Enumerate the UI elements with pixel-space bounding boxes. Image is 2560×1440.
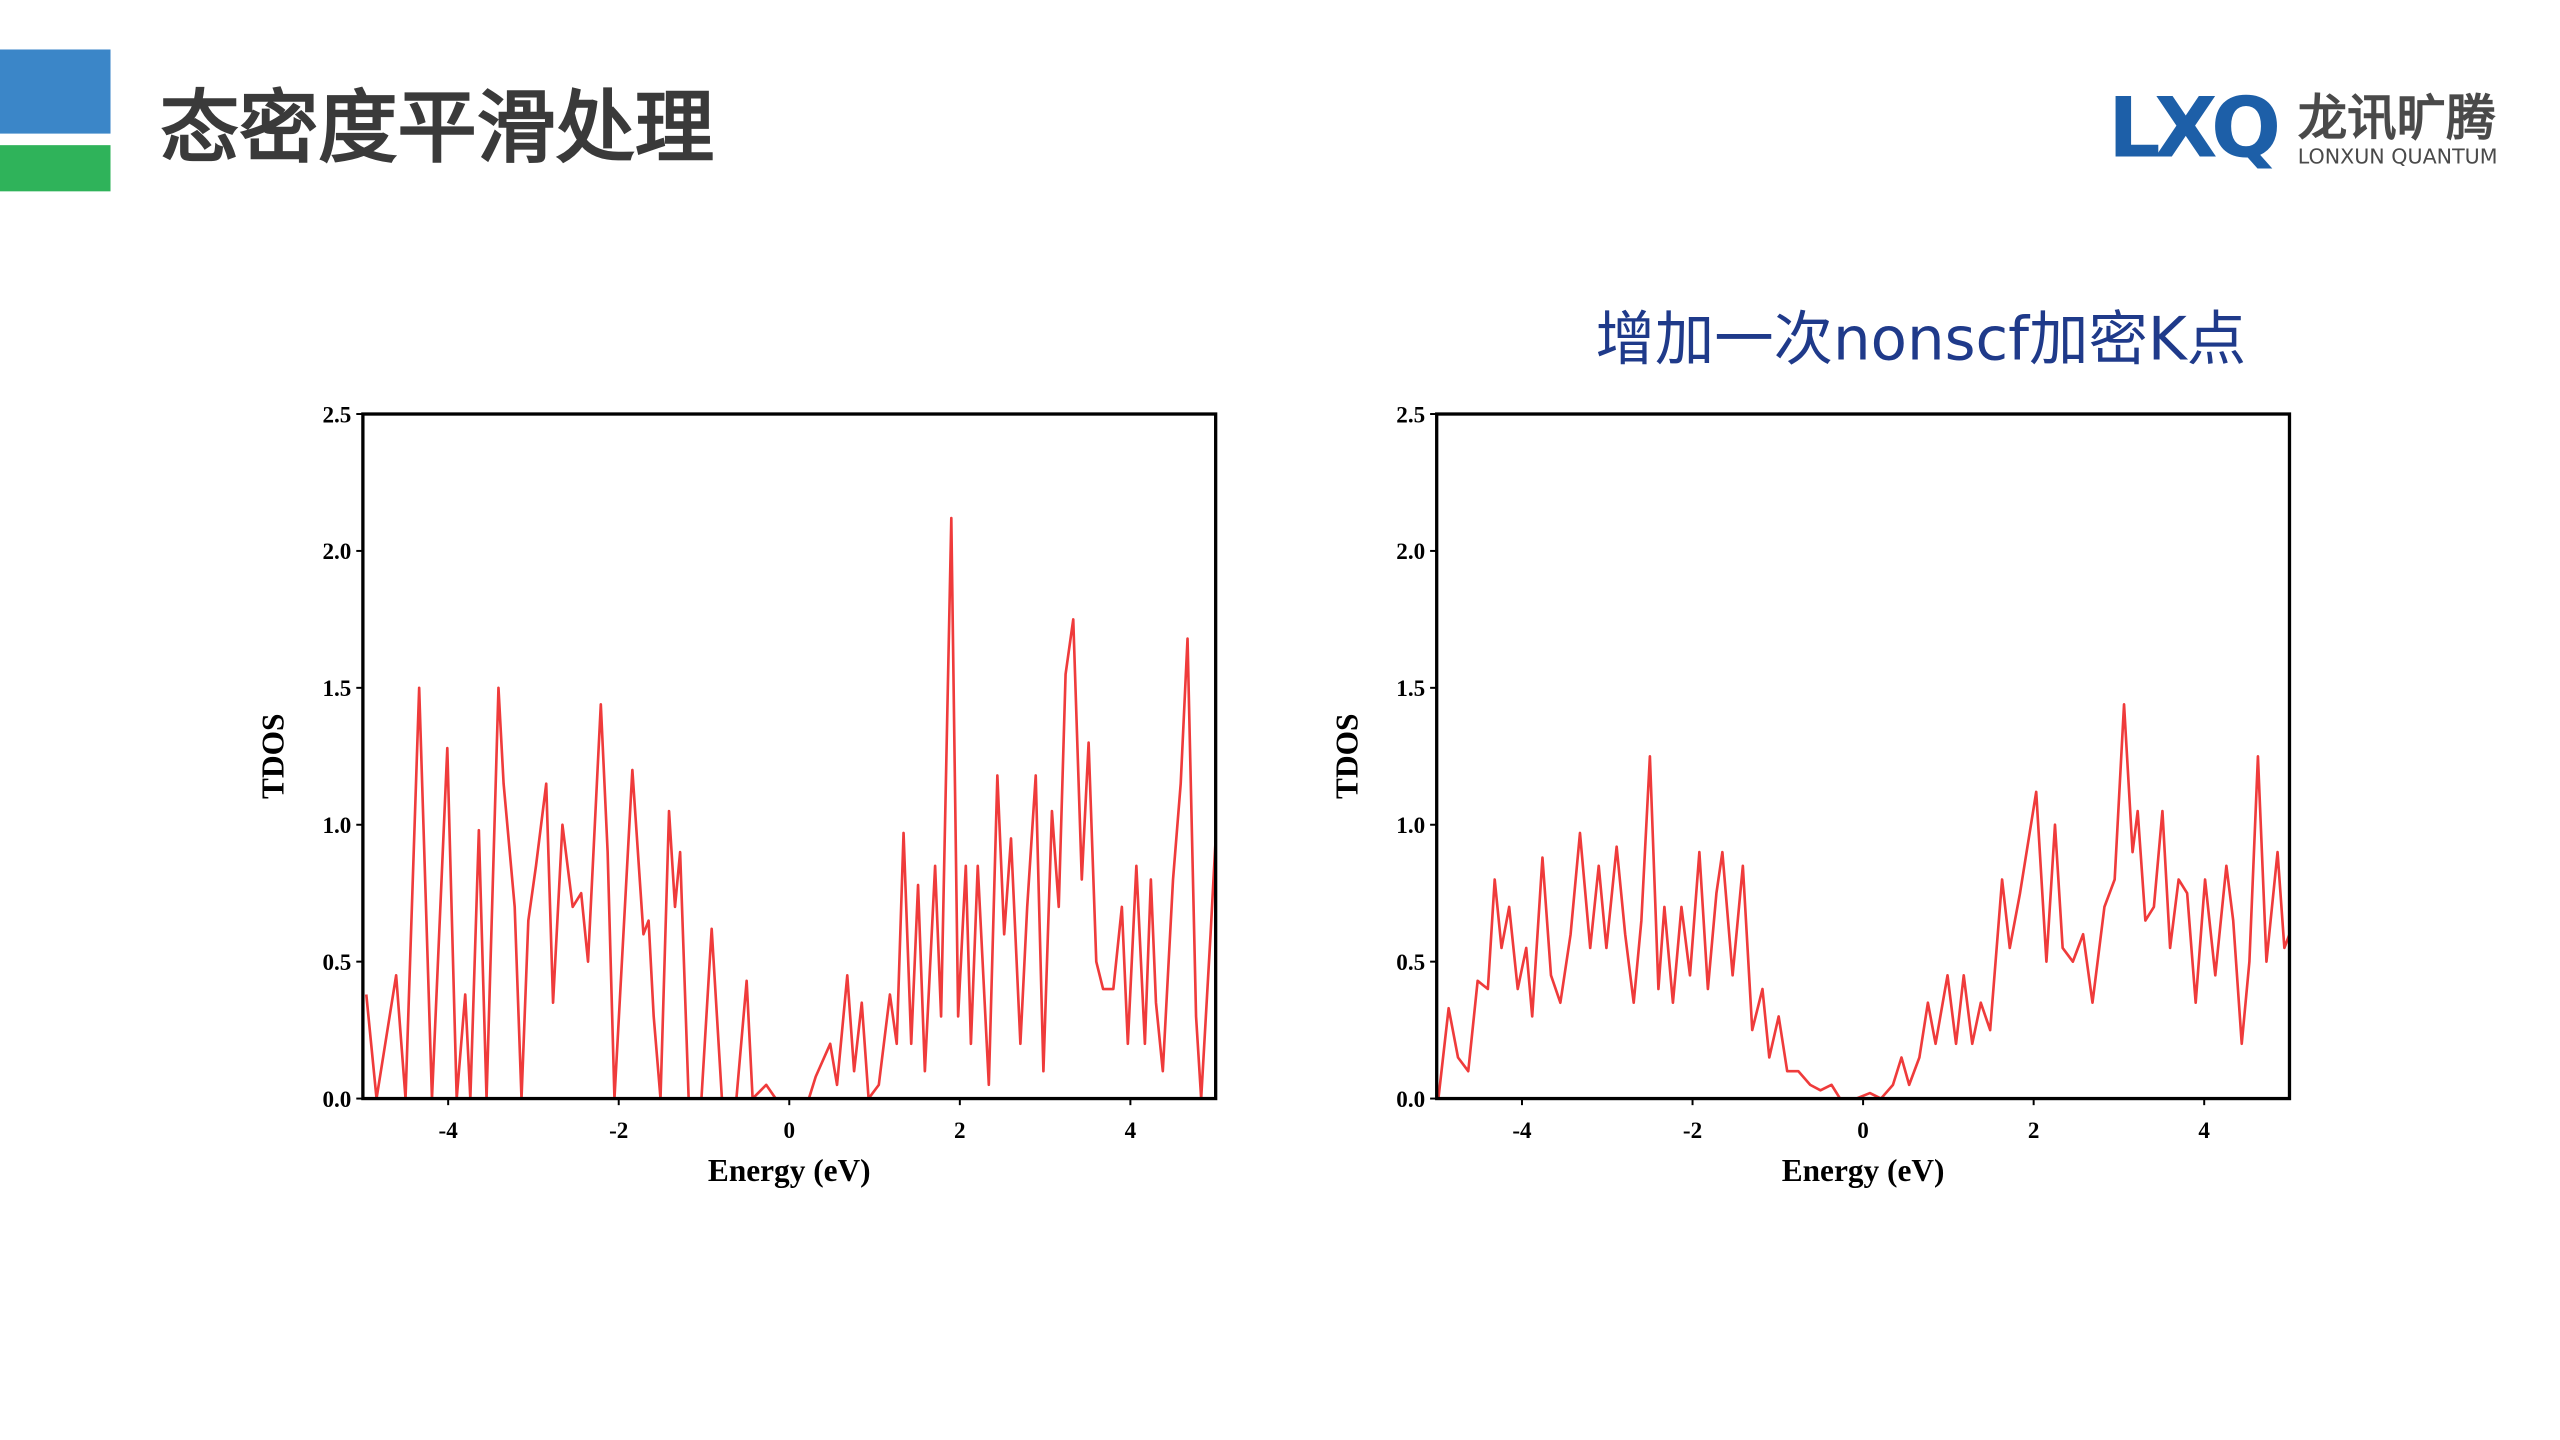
plot-frame (361, 412, 1218, 1101)
x-axis-label: Energy (eV) (1782, 1153, 1945, 1188)
x-tick-label: -4 (1512, 1117, 1532, 1143)
logo-name: 龙讯旷腾 (2298, 89, 2496, 147)
plot-frame (1435, 412, 2292, 1101)
y-tick-label: 1.0 (322, 812, 351, 838)
x-tick-label: 0 (1857, 1117, 1869, 1143)
tdos-line (364, 516, 1217, 1100)
y-tick-label: 2.5 (1396, 401, 1425, 427)
tdos-line (1437, 702, 2291, 1100)
header-bar-green (0, 145, 111, 192)
slide-title: 态密度平滑处理 (160, 82, 714, 174)
chart-title: 增加一次nonscf加密K点 (1596, 306, 2247, 375)
x-tick-label: -2 (1683, 1117, 1702, 1143)
logo-subtitle: LONXUN QUANTUM (2298, 144, 2498, 168)
x-tick-label: 2 (2028, 1117, 2040, 1143)
y-axis-label: TDOS (1330, 714, 1365, 799)
x-tick-label: 4 (1125, 1117, 1137, 1143)
y-tick-label: 2.5 (322, 401, 351, 427)
y-tick-label: 0.5 (322, 949, 351, 975)
x-tick-label: 4 (2198, 1117, 2210, 1143)
y-tick-label: 0.0 (322, 1086, 351, 1112)
x-axis-label: Energy (eV) (708, 1153, 871, 1188)
y-tick-label: 0.0 (1396, 1086, 1425, 1112)
x-tick-label: -2 (609, 1117, 628, 1143)
y-tick-label: 0.5 (1396, 949, 1425, 975)
x-tick-label: 2 (954, 1117, 966, 1143)
x-tick-label: 0 (784, 1117, 796, 1143)
y-axis-label: TDOS (256, 714, 291, 799)
y-tick-label: 1.5 (322, 675, 351, 701)
charts: 0.0 0.5 1.0 1.5 2.0 2.5 -4 -2 0 2 4 Energy (eV) TDOS… (256, 306, 2292, 1188)
y-tick-label: 2.0 (1396, 538, 1425, 564)
x-tick-label: -4 (439, 1117, 459, 1143)
header-bar-blue (0, 49, 111, 134)
y-tick-label: 1.5 (1396, 675, 1425, 701)
y-tick-label: 2.0 (322, 538, 351, 564)
logo-mark: LXQ (2108, 81, 2277, 177)
y-tick-label: 1.0 (1396, 812, 1425, 838)
